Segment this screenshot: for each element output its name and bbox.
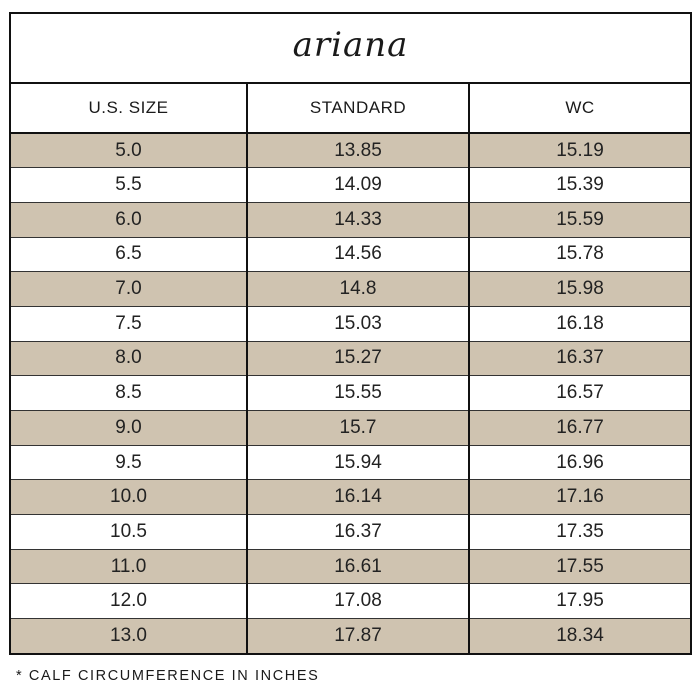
footnote: * CALF CIRCUMFERENCE IN INCHES xyxy=(16,668,320,684)
table-row: 7.5 15.03 16.18 xyxy=(11,305,690,342)
cell-wc: 16.37 xyxy=(468,340,690,376)
cell-wc: 17.55 xyxy=(468,548,690,584)
header-us-size: U.S. SIZE xyxy=(11,84,247,134)
cell-wc: 16.18 xyxy=(468,305,690,342)
cell-wc: 15.59 xyxy=(468,201,690,238)
cell-wc: 16.96 xyxy=(468,444,690,480)
cell-standard: 17.08 xyxy=(246,583,469,619)
cell-wc: 18.34 xyxy=(468,618,690,654)
cell-us-size: 5.5 xyxy=(11,167,247,203)
cell-us-size: 9.0 xyxy=(11,410,247,446)
cell-us-size: 13.0 xyxy=(11,618,247,654)
cell-us-size: 5.0 xyxy=(11,133,247,168)
size-table: U.S. SIZE STANDARD WC 5.0 13.85 15.19 5.5 14… xyxy=(11,84,690,654)
cell-standard: 14.33 xyxy=(246,201,469,238)
table-row: 8.0 15.27 16.37 xyxy=(11,340,690,376)
table-body: 5.0 13.85 15.19 5.5 14.09 15.39 6.0 14.33 15.59 6… xyxy=(11,133,690,654)
cell-us-size: 12.0 xyxy=(11,583,247,619)
cell-standard: 15.27 xyxy=(246,340,469,376)
title-row: ariana xyxy=(11,14,690,84)
table-row: 5.5 14.09 15.39 xyxy=(11,167,690,203)
cell-wc: 17.16 xyxy=(468,479,690,515)
cell-wc: 15.19 xyxy=(468,133,690,168)
cell-wc: 15.98 xyxy=(468,271,690,307)
cell-wc: 16.57 xyxy=(468,375,690,411)
cell-us-size: 10.5 xyxy=(11,514,247,550)
table-row: 6.5 14.56 15.78 xyxy=(11,236,690,272)
cell-standard: 15.03 xyxy=(246,305,469,342)
header-standard: STANDARD xyxy=(246,84,469,134)
cell-us-size: 7.0 xyxy=(11,271,247,307)
cell-us-size: 8.5 xyxy=(11,375,247,411)
table-row: 6.0 14.33 15.59 xyxy=(11,201,690,238)
cell-us-size: 11.0 xyxy=(11,548,247,584)
table-row: 11.0 16.61 17.55 xyxy=(11,548,690,584)
cell-standard: 16.61 xyxy=(246,548,469,584)
table-row: 12.0 17.08 17.95 xyxy=(11,583,690,619)
cell-standard: 17.87 xyxy=(246,618,469,654)
header-wc: WC xyxy=(468,84,690,134)
header-row: U.S. SIZE STANDARD WC xyxy=(11,84,690,134)
cell-standard: 15.94 xyxy=(246,444,469,480)
cell-standard: 14.56 xyxy=(246,236,469,272)
cell-us-size: 6.0 xyxy=(11,201,247,238)
cell-us-size: 7.5 xyxy=(11,305,247,342)
table-row: 9.5 15.94 16.96 xyxy=(11,444,690,480)
size-chart: ariana U.S. SIZE STANDARD WC 5.0 13.85 15.… xyxy=(9,12,692,656)
cell-us-size: 6.5 xyxy=(11,236,247,272)
table-row: 10.5 16.37 17.35 xyxy=(11,514,690,550)
cell-standard: 14.8 xyxy=(246,271,469,307)
cell-standard: 16.37 xyxy=(246,514,469,550)
cell-wc: 17.95 xyxy=(468,583,690,619)
cell-wc: 15.39 xyxy=(468,167,690,203)
table-row: 8.5 15.55 16.57 xyxy=(11,375,690,411)
cell-standard: 14.09 xyxy=(246,167,469,203)
cell-us-size: 9.5 xyxy=(11,444,247,480)
cell-us-size: 8.0 xyxy=(11,340,247,376)
table-row: 9.0 15.7 16.77 xyxy=(11,410,690,446)
table-row: 13.0 17.87 18.34 xyxy=(11,618,690,654)
cell-standard: 16.14 xyxy=(246,479,469,515)
table-row: 10.0 16.14 17.16 xyxy=(11,479,690,515)
chart-title: ariana xyxy=(292,25,409,65)
cell-us-size: 10.0 xyxy=(11,479,247,515)
cell-standard: 15.7 xyxy=(246,410,469,446)
cell-wc: 17.35 xyxy=(468,514,690,550)
cell-wc: 16.77 xyxy=(468,410,690,446)
table-row: 5.0 13.85 15.19 xyxy=(11,133,690,168)
table-row: 7.0 14.8 15.98 xyxy=(11,271,690,307)
cell-wc: 15.78 xyxy=(468,236,690,272)
cell-standard: 15.55 xyxy=(246,375,469,411)
cell-standard: 13.85 xyxy=(246,133,469,168)
